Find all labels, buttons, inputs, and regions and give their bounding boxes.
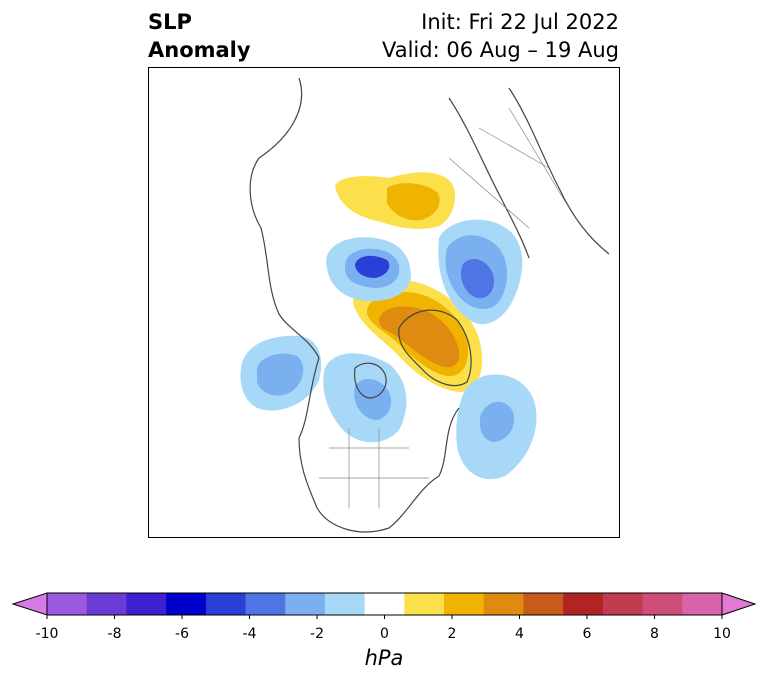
borders [319,107,570,508]
colorbar-tick-label: 8 [650,626,659,642]
colorbar-tick-label: -8 [107,626,122,642]
positive-anomaly-siberia [335,172,456,229]
map-panel [148,67,620,538]
colorbar-swatches [11,592,757,619]
colorbar-tick-label: -2 [310,626,324,642]
colorbar-extend-low [11,592,48,616]
colorbar-tick-label: -6 [175,626,189,642]
colorbar-swatch [245,593,286,615]
colorbar-swatch [126,593,167,615]
colorbar-swatch [682,593,723,615]
colorbar-tick-label: 10 [713,626,731,642]
colorbar-tick-label: -4 [242,626,257,642]
map-title: SLP Anomaly [148,8,251,64]
colorbar-swatch [324,593,366,615]
valid-range: Valid: 06 Aug – 19 Aug [381,38,619,62]
negative-anomaly-canada [323,353,407,443]
colorbar-unit-label: hPa [364,646,404,670]
negative-anomaly-pacific [240,335,322,411]
positive-anomaly-greenland [353,280,483,393]
colorbar-tick-label: 0 [380,626,389,642]
colorbar-swatch [444,593,485,615]
colorbar-swatch [483,593,524,615]
colorbar-swatch [166,593,207,615]
negative-anomaly-atlantic [456,374,537,480]
title-line-2: Anomaly [148,38,251,62]
colorbar-swatch [523,593,564,615]
init-date: Init: Fri 22 Jul 2022 [421,10,619,34]
colorbar-swatch [205,593,247,615]
colorbar-swatch [285,593,326,615]
colorbar-swatch [563,593,604,615]
date-info: Init: Fri 22 Jul 2022 Valid: 06 Aug – 19… [382,8,619,64]
colorbar [0,585,768,625]
colorbar-swatch [404,593,445,615]
title-line-1: SLP [148,10,192,34]
colorbar-swatch [47,593,88,615]
colorbar-tick-label: -10 [35,626,59,642]
colorbar-swatch [86,593,127,615]
colorbar-tick-label: 6 [582,626,592,642]
colorbar-tick-label: 2 [447,626,457,642]
colorbar-extend-high [721,592,757,616]
anomaly-map [240,77,610,533]
coastlines [249,77,610,533]
colorbar-swatch [602,593,644,615]
colorbar-swatch [642,593,683,615]
negative-anomaly-arctic [326,219,523,325]
colorbar-tick-label: 4 [515,626,524,642]
colorbar-swatch [364,593,405,615]
